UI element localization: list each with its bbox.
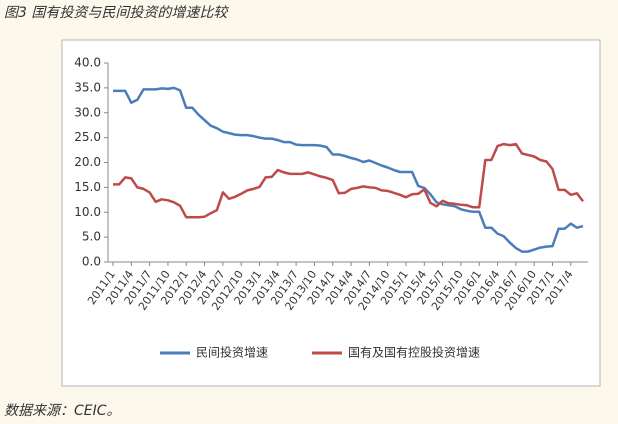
y-tick-label: 20.0: [74, 155, 101, 169]
y-tick-label: 15.0: [74, 180, 101, 194]
y-tick-label: 30.0: [74, 105, 101, 119]
y-tick-label: 0.0: [82, 255, 101, 269]
chart-title: 图3 国有投资与民间投资的增速比较: [4, 5, 229, 21]
legend-label: 国有及国有控股投资增速: [348, 345, 480, 360]
series-line: [113, 142, 584, 219]
series-line: [113, 86, 584, 253]
y-tick-label: 10.0: [74, 205, 101, 219]
chart-frame: [61, 39, 601, 387]
y-tick-label: 40.0: [74, 56, 101, 70]
y-tick-label: 35.0: [74, 80, 101, 94]
y-tick-label: 25.0: [74, 130, 101, 144]
source-note: 数据来源：CEIC。: [4, 403, 121, 419]
y-tick-label: 5.0: [82, 230, 101, 244]
legend-label: 民间投资增速: [196, 345, 268, 360]
